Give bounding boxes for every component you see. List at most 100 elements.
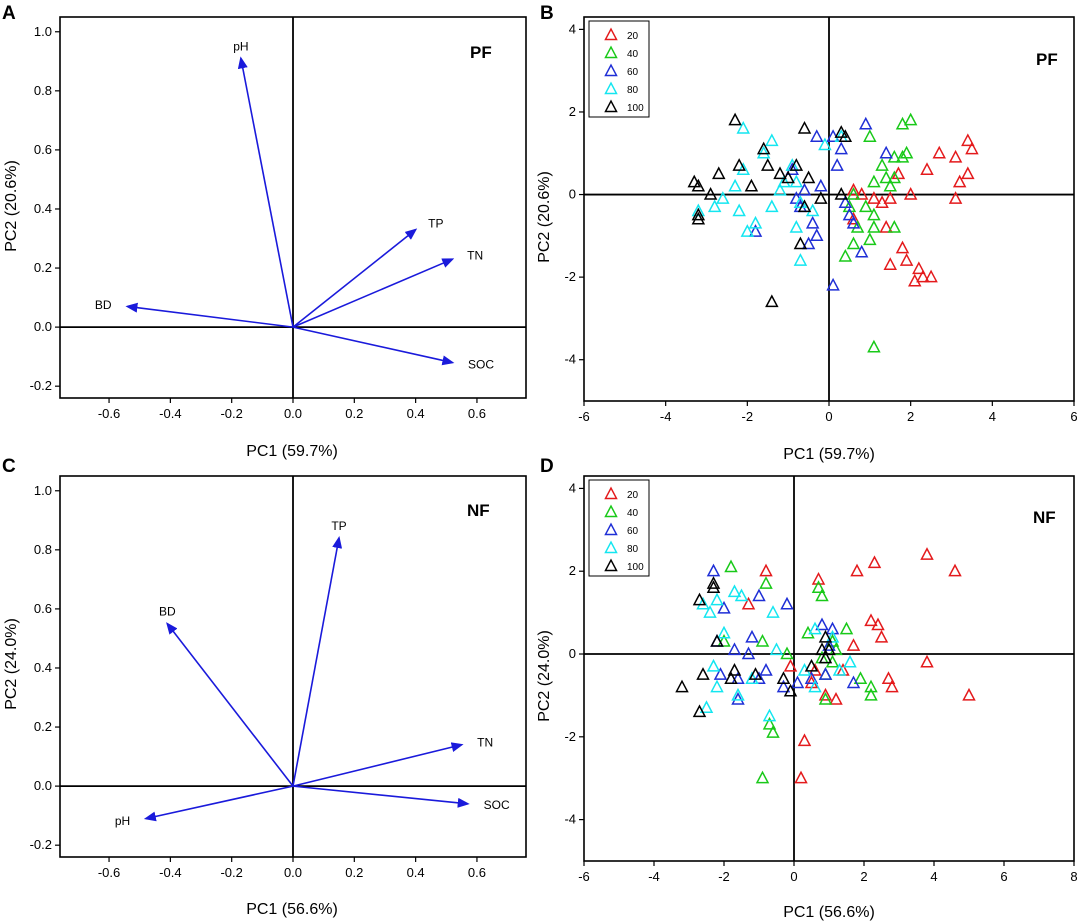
legend-label-20: 20 (627, 490, 639, 501)
legend-marker-20 (604, 486, 618, 500)
point-depth-60 (797, 182, 812, 196)
panel-a-y-axis-label: PC2 (20.6%) (3, 160, 20, 252)
vector-tp-label: TP (331, 519, 346, 533)
legend-label-100: 100 (627, 103, 644, 114)
point-depth-40 (850, 220, 865, 233)
point-depth-60 (810, 129, 824, 142)
point-depth-20 (948, 191, 963, 204)
point-depth-80 (703, 605, 717, 618)
x-tick-label: 0.6 (468, 865, 486, 880)
point-depth-40 (780, 646, 794, 660)
y-tick-label: 2 (569, 563, 576, 578)
point-depth-40 (867, 339, 881, 353)
point-depth-20 (846, 638, 861, 651)
x-tick-label: -0.4 (159, 865, 181, 880)
point-depth-40 (853, 671, 868, 685)
point-depth-60 (822, 638, 836, 651)
point-depth-100 (728, 112, 742, 126)
point-depth-60 (879, 145, 893, 159)
legend-label-60: 60 (627, 67, 639, 78)
point-depth-80 (707, 199, 722, 213)
y-tick-label: 1.0 (34, 24, 52, 39)
legend-marker-80 (604, 81, 618, 95)
point-depth-100 (761, 158, 775, 171)
vector-soc-arrow (292, 785, 470, 808)
y-tick-label: -2 (564, 269, 576, 284)
panel-d-x-axis-label: PC1 (56.6%) (783, 904, 875, 921)
panel-d-y-axis-label: PC2 (24.0%) (536, 630, 553, 722)
point-depth-40 (838, 248, 853, 262)
point-depth-60 (801, 236, 816, 250)
point-depth-100 (724, 671, 738, 685)
point-depth-80 (766, 605, 780, 618)
point-depth-100 (818, 650, 833, 664)
panel-a-x-axis-label: PC1 (59.7%) (246, 443, 338, 460)
x-tick-label: 6 (1070, 409, 1077, 424)
x-tick-label: 6 (1000, 869, 1007, 884)
point-depth-80 (736, 162, 750, 175)
legend-label-40: 40 (627, 508, 639, 519)
point-depth-20 (920, 547, 934, 560)
panel-letter-c: C (2, 456, 16, 477)
legend-marker-40 (604, 504, 618, 518)
point-depth-20 (818, 687, 833, 701)
point-depth-40 (815, 588, 829, 602)
legend-marker-100 (604, 99, 618, 113)
point-depth-40 (859, 199, 873, 213)
x-tick-label: 0.0 (284, 406, 302, 421)
point-depth-20 (932, 145, 946, 159)
legend-label-80: 80 (627, 85, 639, 96)
vector-tn-arrow (292, 258, 455, 328)
point-depth-100 (692, 704, 707, 718)
x-tick-label: 0.4 (407, 865, 425, 880)
point-depth-60 (731, 692, 745, 705)
panel-d-score-plot: D NF PC1 (56.6%) PC2 (24.0%) -6 -4 -2 0 2 4 6 8… (536, 456, 1078, 921)
point-depth-40 (811, 580, 826, 593)
panel-d-legend-box (588, 479, 650, 577)
vector-tp-arrow (292, 536, 343, 787)
x-tick-label: 0.6 (468, 406, 486, 421)
point-depth-100 (822, 642, 836, 656)
point-depth-100 (703, 187, 718, 200)
point-depth-60 (854, 244, 869, 258)
point-depth-40 (846, 236, 861, 250)
vector-tn-label: TN (477, 735, 493, 749)
point-depth-100 (797, 120, 812, 134)
y-tick-label: 0.0 (34, 778, 52, 793)
point-depth-80 (745, 671, 759, 685)
panel-c-y-axis-label: PC2 (24.0%) (3, 618, 20, 710)
point-depth-100 (834, 187, 848, 200)
x-tick-label: 0.0 (284, 865, 302, 880)
vector-tp-label: TP (428, 216, 443, 230)
panel-letter-a: A (2, 3, 16, 24)
point-depth-20 (846, 211, 861, 225)
x-tick-label: 4 (930, 869, 937, 884)
vector-tp-arrow (292, 228, 418, 328)
point-depth-100 (675, 679, 689, 693)
point-depth-20 (885, 679, 899, 693)
x-tick-label: -4 (660, 409, 672, 424)
point-depth-20 (962, 687, 976, 701)
point-depth-80 (832, 663, 847, 676)
point-depth-60 (818, 667, 833, 680)
y-tick-label: 0.0 (34, 319, 52, 334)
point-depth-40 (895, 149, 910, 163)
point-depth-60 (752, 588, 766, 602)
panel-a-loading-plot: A PF PC1 (59.7%) PC2 (20.6%) -0.6 -0.4 -0.… (2, 3, 527, 460)
point-depth-20 (899, 253, 914, 266)
point-depth-20 (948, 563, 962, 577)
point-depth-40 (899, 145, 914, 159)
y-tick-label: -0.2 (30, 837, 52, 852)
point-depth-60 (805, 215, 820, 229)
x-tick-label: -6 (578, 869, 590, 884)
y-tick-label: 0 (569, 646, 576, 661)
point-depth-100 (818, 629, 833, 643)
point-depth-100 (804, 658, 819, 672)
point-depth-80 (710, 679, 724, 693)
point-depth-100 (801, 170, 816, 184)
point-depth-80 (756, 145, 771, 159)
point-depth-100 (732, 158, 746, 171)
point-depth-20 (912, 261, 926, 275)
point-depth-60 (846, 215, 861, 229)
point-depth-60 (713, 667, 728, 680)
